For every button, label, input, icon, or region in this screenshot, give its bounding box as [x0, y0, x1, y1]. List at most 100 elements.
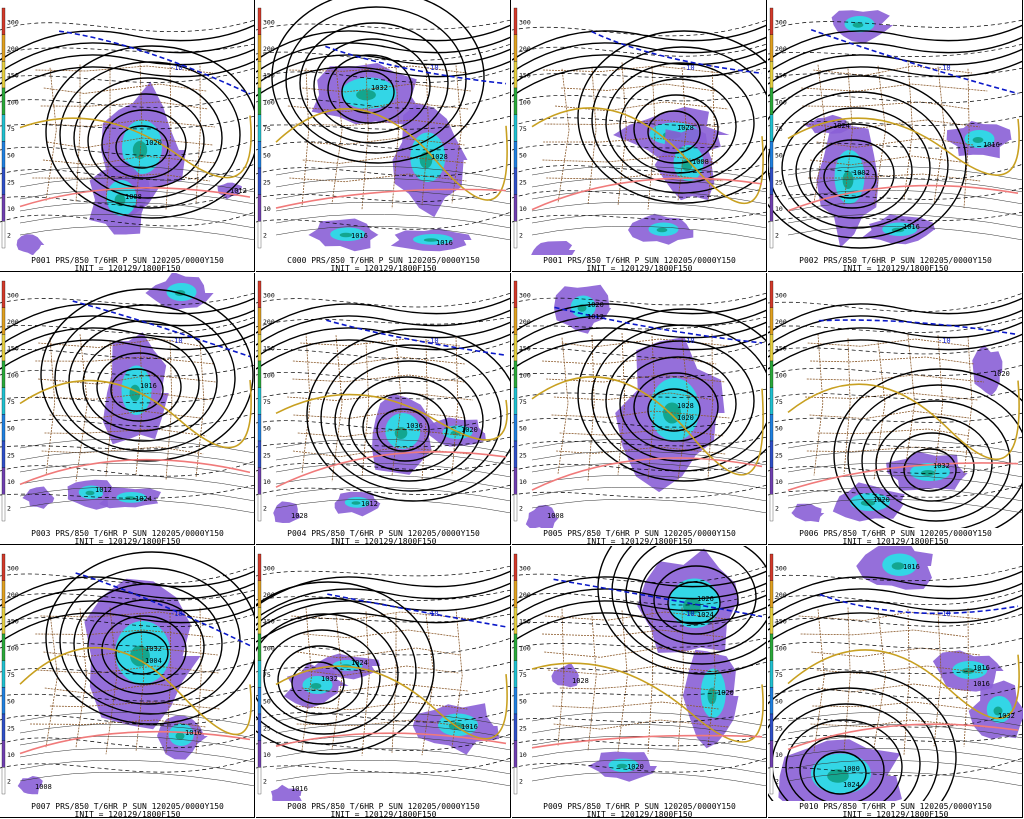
colorbar-tick-label: 150 [775, 345, 787, 353]
pressure-center-label: 1032 [321, 675, 338, 683]
precip-area [390, 228, 472, 252]
thickness-contours [512, 19, 767, 223]
thickness-contours [512, 292, 767, 499]
temp-line-gold [531, 376, 764, 476]
temp-line-warm [531, 177, 763, 211]
colorbar-tick-label: 300 [263, 291, 275, 299]
isobar-contours [512, 24, 767, 204]
pressure-center-label: 1016 [351, 232, 368, 240]
temperature-contours [275, 165, 511, 241]
pressure-center-label: 1024 [843, 781, 860, 789]
colorbar-tick-label: 50 [519, 698, 527, 706]
colorbar-tick-label: 75 [7, 671, 15, 679]
precip-colorbar: 300 200 150 100 75 50 25 10 2 [1, 553, 19, 795]
colorbar-tick-label: 150 [519, 72, 531, 80]
forecast-map: -10 1028 1020 1008 1020 1012 300 200 150 100 75 50 2… [512, 280, 767, 528]
colorbar-tick-label: 200 [7, 45, 19, 53]
freezing-label: -10 [938, 337, 951, 345]
colorbar-tick-label: 75 [519, 398, 527, 406]
pressure-center-label: 1028 [572, 677, 589, 685]
pressure-center-label: 1016 [461, 723, 478, 731]
forecast-map: -10 1028 1008 300 200 150 100 75 50 25 10 2 [512, 7, 767, 255]
colorbar-tick-label: 2 [263, 505, 267, 513]
colorbar-tick-label: 25 [7, 178, 15, 186]
colorbar-tick-label: 10 [775, 478, 783, 486]
pressure-center-label: 1016 [983, 141, 1000, 149]
map-panel-p010: -10 1000 1016 1016 1032 1024 1016 300 200 150 100 7… [768, 546, 1023, 819]
colorbar-tick-label: 10 [263, 478, 271, 486]
colorbar-tick-label: 200 [7, 591, 19, 599]
political-borders [798, 607, 985, 755]
pressure-center-label: 1032 [933, 462, 950, 470]
colorbar-tick-label: 2 [775, 505, 779, 513]
thickness-contours [0, 19, 255, 227]
pressure-center-label: 1020 [145, 139, 162, 147]
political-borders [801, 60, 988, 209]
colorbar-tick-label: 150 [7, 72, 19, 80]
precip-area [932, 650, 1004, 692]
temperature-contours [787, 438, 1023, 514]
panel-caption-line2: INIT = 120129/1800F150 [330, 810, 437, 819]
temp-line-warm [787, 723, 1019, 751]
temperature-contours [275, 438, 511, 514]
map-panel-p007: -10 1032 1016 1008 1004 300 200 150 100 75 50 25 10 2… [0, 546, 255, 819]
colorbar-tick-label: 150 [263, 72, 275, 80]
freezing-label: -10 [938, 64, 951, 72]
political-borders [541, 606, 731, 754]
precip-area [102, 332, 169, 445]
pressure-center-label: 1008 [547, 512, 564, 520]
colorbar-tick-label: 75 [775, 125, 783, 133]
panel-caption-line1: P002 PRS/850 T/6HR P SUN 120205/0000Y150 [799, 256, 992, 265]
colorbar-tick-label: 150 [263, 618, 275, 626]
colorbar-tick-label: 150 [519, 345, 531, 353]
colorbar-tick-label: 200 [519, 318, 531, 326]
colorbar-tick-label: 150 [263, 345, 275, 353]
colorbar-tick-label: 200 [7, 318, 19, 326]
panel-caption-line1: P001 PRS/850 T/6HR P SUN 120205/0000Y150 [31, 256, 224, 265]
isobar-contours [768, 297, 1023, 528]
map-panel-p003: -10 1016 1012 1024 300 200 150 100 75 50 25 10 2 P003… [0, 273, 255, 546]
panel-caption-line2: INIT = 120129/1800F150 [586, 264, 693, 273]
colorbar-tick-label: 300 [519, 291, 531, 299]
temp-line-warm [275, 732, 507, 748]
pressure-center-label: 1020 [627, 763, 644, 771]
freezing-label: -10 [426, 64, 439, 72]
colorbar-tick-label: 75 [7, 125, 15, 133]
colorbar-tick-label: 10 [263, 205, 271, 213]
colorbar-tick-label: 25 [7, 724, 15, 732]
colorbar-tick-label: 100 [7, 644, 19, 652]
pressure-center-label: 1012 [361, 500, 378, 508]
pressure-center-label: 1012 [230, 187, 247, 195]
colorbar-tick-label: 25 [519, 724, 527, 732]
freezing-label: -10 [170, 610, 183, 618]
temp-line-gold [787, 380, 1020, 460]
colorbar-tick-label: 2 [775, 778, 779, 786]
precip-area [16, 234, 45, 255]
freezing-line [327, 593, 507, 628]
colorbar-tick-label: 75 [263, 671, 271, 679]
pressure-center-label: 1024 [135, 495, 152, 503]
panel-caption-line2: INIT = 120129/1800F150 [586, 810, 693, 819]
colorbar-tick-label: 150 [7, 345, 19, 353]
colorbar-tick-label: 75 [263, 398, 271, 406]
pressure-center-label: 1020 [873, 496, 890, 504]
map-panel-p002: -10 1002 1016 1024 1016 300 200 150 100 75 50 25 10 2… [768, 0, 1023, 273]
temp-line-warm [531, 734, 763, 749]
colorbar-tick-label: 25 [519, 451, 527, 459]
precip-colorbar: 300 200 150 100 75 50 25 10 2 [257, 553, 275, 795]
precip-area [628, 213, 694, 245]
colorbar-tick-label: 300 [519, 18, 531, 26]
panel-caption-line1: P003 PRS/850 T/6HR P SUN 120205/0000Y150 [31, 529, 224, 538]
isobar-contours [768, 570, 1023, 801]
pressure-center-label: 1008 [692, 158, 709, 166]
colorbar-tick-label: 50 [263, 152, 271, 160]
panel-caption-line1: P010 PRS/850 T/6HR P SUN 120205/0000Y150 [799, 802, 992, 811]
pressure-center-label: 1020 [587, 301, 604, 309]
pressure-center-label: 1000 [843, 765, 860, 773]
colorbar-tick-label: 2 [519, 232, 523, 240]
colorbar-tick-label: 300 [7, 564, 19, 572]
temp-line-gold [275, 665, 508, 740]
panel-caption-line1: P004 PRS/850 T/6HR P SUN 120205/0000Y150 [287, 529, 480, 538]
temp-line-gold [531, 662, 764, 743]
colorbar-tick-label: 10 [519, 205, 527, 213]
